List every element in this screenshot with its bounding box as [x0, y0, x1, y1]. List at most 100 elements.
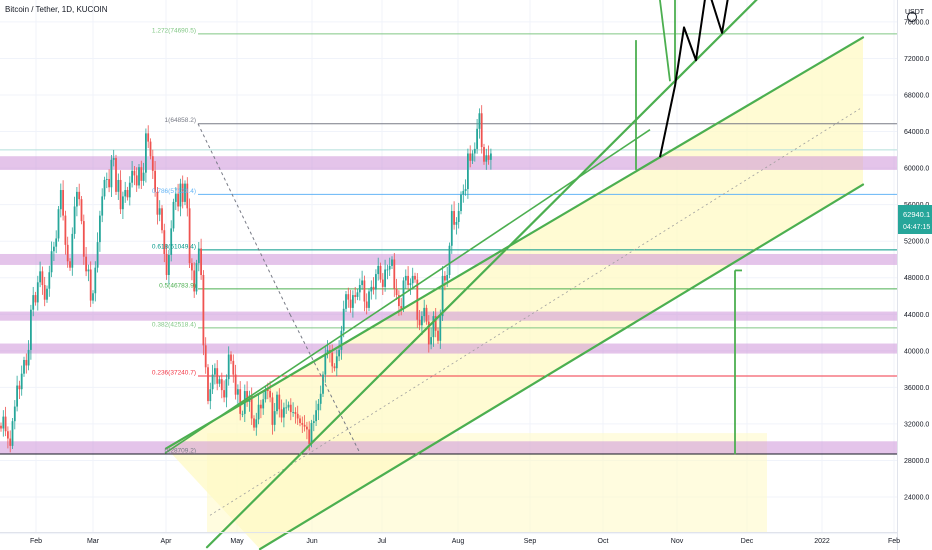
candle-body [138, 167, 140, 186]
candle-body [257, 404, 260, 420]
candle-body [25, 359, 28, 366]
candle-body [414, 275, 416, 280]
price-tick-label: 40000.0 [904, 348, 929, 355]
candle-body [80, 199, 83, 222]
candle-body [62, 190, 64, 216]
candle-body [441, 275, 444, 317]
candle-body [174, 193, 177, 202]
candle-body [78, 191, 81, 200]
candle-body [149, 141, 152, 157]
price-tick-label: 72000.0 [904, 56, 929, 63]
candle-body [246, 391, 248, 403]
candle-body [96, 242, 99, 268]
candle-body [299, 418, 301, 424]
candle-body [301, 423, 304, 425]
price-tick-label: 64000.0 [904, 129, 929, 136]
candle-body [283, 407, 285, 418]
candle-body [448, 245, 451, 275]
candle-body [326, 349, 329, 354]
candle-body [460, 194, 462, 212]
time-tick-label: Aug [452, 538, 465, 545]
candle-body [50, 251, 53, 273]
price-axis[interactable]: 24000.0 28000.0 32000.0 36000.0 40000.0 44000… [904, 19, 929, 501]
candle-body [425, 307, 428, 322]
candle-body [480, 113, 483, 148]
candle-body [207, 367, 209, 402]
sr-zone [0, 343, 897, 354]
candle-body [363, 280, 366, 302]
price-badge: 62940.1 04:47:15 [898, 205, 932, 234]
candle-body [391, 259, 393, 266]
candle-body [202, 274, 205, 346]
candle-body [225, 379, 228, 398]
candle-body [168, 254, 170, 275]
candle-body [18, 385, 21, 390]
candle-body [197, 248, 200, 264]
price-tick-label: 24000.0 [904, 495, 929, 502]
price-tick-label: 32000.0 [904, 421, 929, 428]
candle-body [255, 419, 258, 428]
candle-body [317, 403, 320, 411]
candle-body [89, 269, 92, 301]
inner-trendline [164, 129, 651, 454]
candle-body [400, 306, 403, 309]
candle-body [218, 379, 221, 384]
candle-body [145, 133, 147, 173]
candle-body [39, 271, 41, 283]
candle-body [289, 404, 292, 413]
fib-label: 0.786(57123.4) [152, 188, 196, 195]
candle-body [467, 153, 469, 190]
candle-body [142, 172, 145, 181]
candle-body [191, 263, 193, 271]
candle-body [312, 421, 315, 424]
candle-body [57, 209, 60, 239]
candle-body [163, 230, 166, 254]
candle-body [204, 345, 207, 368]
candle-body [423, 307, 426, 317]
candle-body [269, 391, 271, 398]
candle-body [232, 360, 235, 375]
candle-body [131, 170, 133, 183]
candle-body [430, 337, 432, 345]
steep-trendline [205, 0, 758, 549]
candle-body [94, 267, 97, 294]
candle-body [85, 256, 87, 272]
trendline-drawings [164, 0, 865, 550]
candle-body [483, 147, 485, 162]
time-axis[interactable]: Feb Mar Apr May Jun Jul Aug Sep Oct Nov Dec 2022 Feb [30, 538, 900, 545]
candle-body [464, 189, 467, 191]
candle-body [276, 394, 278, 412]
candle-body [296, 413, 299, 419]
candle-body [23, 359, 25, 374]
candle-body [13, 406, 16, 422]
candle-body [450, 211, 453, 246]
candle-body [253, 418, 255, 428]
candle-body [48, 272, 51, 289]
candle-body [411, 275, 414, 284]
candle-body [156, 191, 159, 215]
candle-body [335, 356, 338, 369]
candle-body [395, 288, 398, 296]
candle-body [154, 170, 156, 192]
candle-body [338, 349, 340, 357]
candle-body [237, 389, 239, 395]
candle-body [377, 265, 380, 275]
price-tick-label: 28000.0 [904, 458, 929, 465]
candle-body [418, 319, 421, 326]
candle-body [135, 175, 138, 186]
time-tick-label: Sep [524, 538, 537, 545]
sr-zone [0, 311, 897, 321]
candle-body [349, 299, 352, 308]
candle-body [379, 265, 382, 280]
candle-body [193, 270, 196, 292]
candle-body [117, 179, 120, 192]
candle-body [220, 379, 223, 391]
candle-body [11, 421, 14, 446]
candle-body [122, 196, 124, 210]
clock-icon[interactable] [907, 12, 917, 22]
fib-label: 0(28709.2) [165, 447, 196, 454]
candle-body [368, 291, 370, 308]
candle-body [354, 295, 357, 297]
candle-body [446, 274, 449, 281]
